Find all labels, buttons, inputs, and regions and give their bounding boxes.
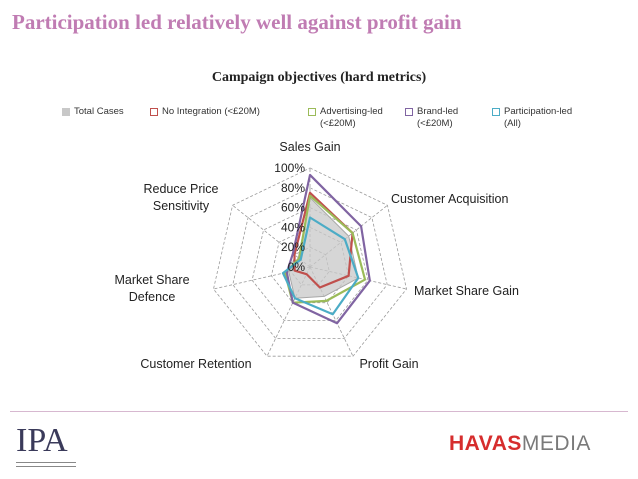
- chart-legend: Total Cases No Integration (<£20M) Adverti…: [62, 106, 622, 136]
- grid-ring: [251, 207, 369, 321]
- chart-title: Campaign objectives (hard metrics): [211, 70, 427, 85]
- legend-label: Advertising-led (<£20M): [320, 106, 383, 129]
- media-logo-text: MEDIA: [521, 432, 591, 455]
- legend-label: Total Cases: [74, 106, 124, 117]
- legend-swatch: [62, 108, 70, 116]
- legend-item: Participation-led (All): [492, 106, 572, 130]
- tick-label: 100%: [274, 161, 305, 175]
- tick-label: 0%: [288, 260, 306, 274]
- axis-label: Reduce Price: [143, 182, 218, 196]
- legend-swatch: [308, 108, 316, 116]
- legend-swatch: [405, 108, 413, 116]
- radar-chart: 0% 20% 40% 60% 80% 100% Sales Gain Customer Acq…: [114, 140, 519, 371]
- havas-logo-text: HAVAS: [449, 432, 522, 455]
- axis-label: Sensitivity: [153, 199, 210, 213]
- ipa-logo-underline: [16, 462, 76, 467]
- axis-label: Customer Acquisition: [391, 192, 508, 206]
- legend-label: Participation-led (All): [504, 106, 573, 129]
- legend-item: No Integration (<£20M): [150, 106, 260, 118]
- legend-item: Advertising-led (<£20M): [308, 106, 383, 130]
- axis-label: Sales Gain: [279, 140, 340, 154]
- series-no-integration-20m: [293, 191, 354, 289]
- axis-label: Market Share: [114, 273, 189, 287]
- tick-label: 60%: [281, 201, 305, 215]
- tick-label: 40%: [281, 220, 305, 234]
- axis-label: Profit Gain: [359, 357, 418, 371]
- slide-title: Participation led relatively well agains…: [12, 10, 462, 34]
- axis-label: Customer Retention: [140, 357, 251, 371]
- tick-label: 20%: [281, 240, 305, 254]
- legend-label: No Integration (<£20M): [162, 106, 260, 117]
- ipa-logo: IPA: [16, 422, 76, 467]
- series-participation-led-all: [281, 216, 360, 316]
- havas-media-logo: HAVASMEDIA: [449, 432, 591, 456]
- series-brand-led-20m: [285, 173, 371, 325]
- legend-item: Brand-led (<£20M): [405, 106, 458, 130]
- grid-ring: [232, 187, 388, 339]
- axis-label: Market Share Gain: [414, 284, 519, 298]
- footer-divider: [10, 411, 628, 412]
- legend-label: Brand-led (<£20M): [417, 106, 459, 129]
- axis-label: Defence: [129, 290, 176, 304]
- tick-label: 80%: [281, 181, 305, 195]
- grid-ring: [213, 167, 407, 357]
- legend-swatch: [150, 108, 158, 116]
- series-advertising-led-20m: [283, 194, 367, 304]
- ipa-logo-text: IPA: [16, 422, 68, 459]
- axis-spoke: [232, 204, 311, 268]
- legend-swatch: [492, 108, 500, 116]
- legend-item: Total Cases: [62, 106, 124, 118]
